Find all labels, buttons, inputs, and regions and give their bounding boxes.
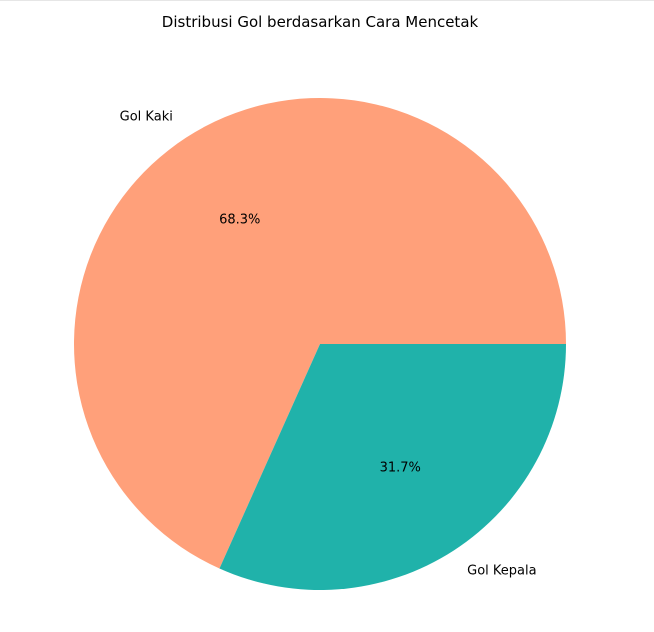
pie-slice-gol-kaki <box>73 98 566 569</box>
pie-slices <box>73 98 566 590</box>
slice-percent-gol-kaki: 68.3% <box>219 213 260 228</box>
pie-slice-gol-kepala <box>219 344 566 590</box>
slice-label-gol-kepala: Gol Kepala <box>467 564 536 579</box>
pie-labels: Gol Kaki 68.3% Gol Kepala 31.7% <box>120 109 537 578</box>
slice-label-gol-kaki: Gol Kaki <box>120 109 173 124</box>
slice-percent-gol-kepala: 31.7% <box>380 460 421 475</box>
chart-title: Distribusi Gol berdasarkan Cara Mencetak <box>162 13 479 31</box>
top-border <box>0 0 654 1</box>
